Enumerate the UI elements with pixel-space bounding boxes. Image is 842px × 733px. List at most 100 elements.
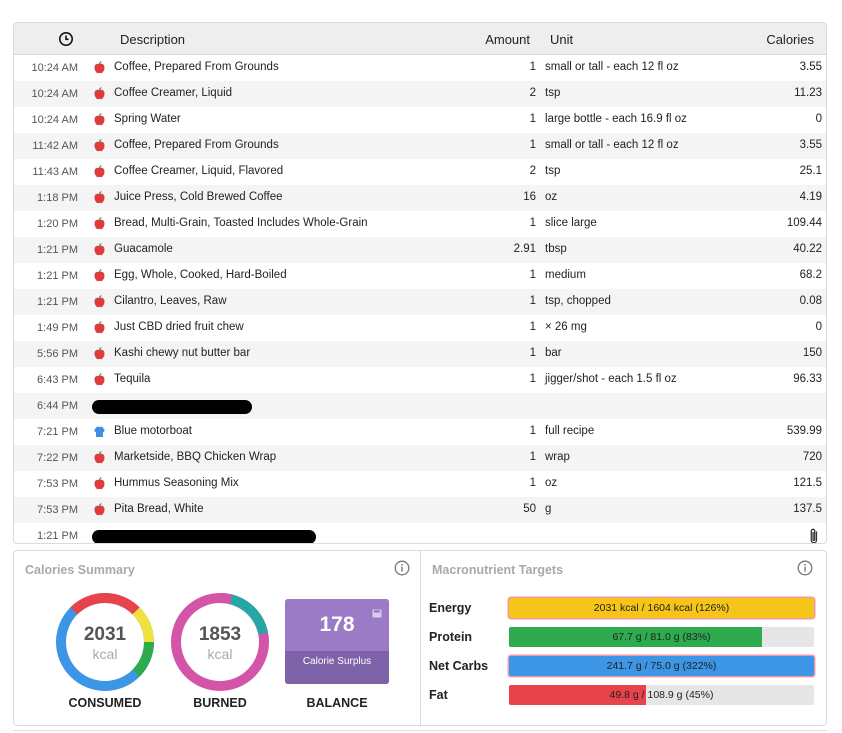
row-description[interactable]: Coffee Creamer, Liquid, Flavored — [114, 165, 284, 177]
table-row[interactable]: 10:24 AM Spring Water 1 large bottle - each… — [14, 107, 826, 133]
row-amount[interactable]: 1 — [529, 217, 536, 229]
apple-icon — [93, 477, 106, 490]
macro-progress-bar: 67.7 g / 81.0 g (83%) — [509, 627, 814, 647]
macro-row-energy[interactable]: Energy 2031 kcal / 1604 kcal (126%) — [429, 598, 817, 618]
row-unit[interactable]: oz — [545, 477, 558, 489]
info-icon[interactable] — [797, 560, 813, 576]
row-description[interactable]: Coffee Creamer, Liquid — [114, 87, 233, 99]
row-unit[interactable]: wrap — [545, 451, 570, 463]
info-icon[interactable] — [394, 560, 410, 576]
row-unit[interactable]: g — [545, 503, 552, 515]
apple-icon — [93, 243, 106, 256]
consumed-donut[interactable]: 2031 kcal — [54, 591, 156, 693]
row-amount[interactable]: 1 — [529, 113, 536, 125]
row-amount[interactable]: 1 — [529, 321, 536, 333]
row-unit[interactable]: tsp — [545, 165, 561, 177]
macro-progress-fill — [509, 685, 647, 705]
calories-summary-title: Calories Summary — [25, 563, 135, 577]
table-row[interactable]: 1:21 PM Guacamole 2.91 tbsp 40.22 — [14, 237, 826, 263]
row-amount[interactable]: 2 — [529, 165, 536, 177]
row-amount[interactable]: 1 — [529, 61, 536, 73]
unit-header[interactable]: Unit — [550, 32, 574, 47]
row-amount[interactable]: 2.91 — [513, 243, 536, 255]
macro-row-protein[interactable]: Protein 67.7 g / 81.0 g (83%) — [429, 627, 817, 647]
row-unit[interactable]: tsp — [545, 87, 561, 99]
row-description[interactable]: Cilantro, Leaves, Raw — [114, 295, 227, 307]
row-unit[interactable]: medium — [545, 269, 586, 281]
row-description[interactable]: Coffee, Prepared From Grounds — [114, 61, 279, 73]
row-time: 11:42 AM — [32, 140, 78, 152]
table-row[interactable]: 11:42 AM Coffee, Prepared From Grounds 1 sm… — [14, 133, 826, 159]
balance-value: 178 — [319, 613, 355, 636]
table-row[interactable]: 6:44 PM — [14, 393, 826, 419]
row-amount[interactable]: 2 — [529, 87, 536, 99]
table-row[interactable]: 10:24 AM Coffee, Prepared From Grounds 1 sm… — [14, 55, 826, 81]
table-row[interactable]: 1:21 PM Egg, Whole, Cooked, Hard-Boiled 1 m… — [14, 263, 826, 289]
row-description[interactable]: Tequila — [114, 373, 151, 385]
row-unit[interactable]: oz — [545, 191, 558, 203]
row-unit[interactable]: large bottle - each 16.9 fl oz — [545, 113, 687, 125]
table-row[interactable]: 7:22 PM Marketside, BBQ Chicken Wrap 1 wrap… — [14, 445, 826, 471]
row-description[interactable]: Spring Water — [114, 113, 181, 125]
row-description[interactable]: Just CBD dried fruit chew — [114, 321, 244, 333]
row-description[interactable]: Marketside, BBQ Chicken Wrap — [114, 451, 277, 463]
macro-progress-bar: 241.7 g / 75.0 g (322%) — [509, 656, 814, 676]
table-row[interactable]: 10:24 AM Coffee Creamer, Liquid 2 tsp 11.23 — [14, 81, 826, 107]
macro-row-net-carbs[interactable]: Net Carbs 241.7 g / 75.0 g (322%) — [429, 656, 817, 676]
row-unit[interactable]: small or tall - each 12 fl oz — [545, 61, 679, 73]
row-description[interactable]: Hummus Seasoning Mix — [114, 477, 239, 489]
table-row[interactable]: 1:21 PM Cilantro, Leaves, Raw 1 tsp, choppe… — [14, 289, 826, 315]
description-header[interactable]: Description — [120, 32, 186, 47]
row-description[interactable]: Pita Bread, White — [114, 503, 204, 515]
row-description[interactable]: Egg, Whole, Cooked, Hard-Boiled — [114, 269, 287, 281]
paperclip-icon[interactable] — [808, 527, 820, 543]
table-row[interactable]: 7:21 PM Blue motorboat 1 full recipe 539.99 — [14, 419, 826, 445]
row-time: 1:21 PM — [37, 244, 78, 256]
macro-row-fat[interactable]: Fat 49.8 g / 108.9 g (45%) — [429, 685, 817, 705]
row-description[interactable]: Blue motorboat — [114, 425, 192, 437]
calories-header[interactable]: Calories — [766, 32, 814, 47]
table-row[interactable]: 7:53 PM Pita Bread, White 50 g 137.5 — [14, 497, 826, 523]
burned-donut[interactable]: 1853 kcal — [169, 591, 271, 693]
table-row[interactable]: 6:43 PM Tequila 1 jigger/shot - each 1.5 fl… — [14, 367, 826, 393]
table-row[interactable]: 1:49 PM Just CBD dried fruit chew 1 × 26 mg… — [14, 315, 826, 341]
row-amount[interactable]: 50 — [523, 503, 536, 515]
table-row[interactable]: 1:21 PM — [14, 523, 826, 543]
row-time: 6:44 PM — [37, 400, 78, 412]
table-row[interactable]: 1:18 PM Juice Press, Cold Brewed Coffee 16… — [14, 185, 826, 211]
row-amount[interactable]: 1 — [529, 373, 536, 385]
row-unit[interactable]: tbsp — [545, 243, 567, 255]
row-amount[interactable]: 16 — [523, 191, 536, 203]
row-amount[interactable]: 1 — [529, 269, 536, 281]
row-unit[interactable]: tsp, chopped — [545, 295, 611, 307]
row-amount[interactable]: 1 — [529, 425, 536, 437]
row-unit[interactable]: × 26 mg — [545, 321, 587, 333]
balance-label: BALANCE — [306, 696, 368, 710]
row-amount[interactable]: 1 — [529, 451, 536, 463]
balance-card[interactable]: 178 Calorie Surplus — [285, 599, 389, 684]
row-description[interactable]: Coffee, Prepared From Grounds — [114, 139, 279, 151]
table-row[interactable]: 7:53 PM Hummus Seasoning Mix 1 oz 121.5 — [14, 471, 826, 497]
table-row[interactable]: 11:43 AM Coffee Creamer, Liquid, Flavored… — [14, 159, 826, 185]
row-amount[interactable]: 1 — [529, 139, 536, 151]
row-amount[interactable]: 1 — [529, 347, 536, 359]
row-calories: 720 — [802, 451, 822, 463]
row-unit[interactable]: small or tall - each 12 fl oz — [545, 139, 679, 151]
row-description[interactable]: Bread, Multi-Grain, Toasted Includes Who… — [114, 217, 368, 229]
row-description[interactable]: Kashi chewy nut butter bar — [114, 347, 251, 359]
row-unit[interactable]: full recipe — [545, 425, 595, 437]
row-amount[interactable]: 1 — [529, 477, 536, 489]
table-row[interactable]: 1:20 PM Bread, Multi-Grain, Toasted Inclu… — [14, 211, 826, 237]
table-row[interactable]: 5:56 PM Kashi chewy nut butter bar 1 bar 150 — [14, 341, 826, 367]
row-description[interactable]: Guacamole — [114, 243, 173, 255]
row-unit[interactable]: slice large — [545, 217, 597, 229]
amount-header[interactable]: Amount — [485, 32, 530, 47]
clock-icon[interactable] — [58, 31, 74, 50]
row-amount[interactable]: 1 — [529, 295, 536, 307]
row-calories: 109.44 — [786, 217, 822, 229]
row-unit[interactable]: jigger/shot - each 1.5 fl oz — [545, 373, 677, 385]
row-unit[interactable]: bar — [545, 347, 562, 359]
apple-icon — [93, 113, 106, 126]
macronutrient-targets-title: Macronutrient Targets — [432, 563, 564, 577]
row-description[interactable]: Juice Press, Cold Brewed Coffee — [114, 191, 283, 203]
